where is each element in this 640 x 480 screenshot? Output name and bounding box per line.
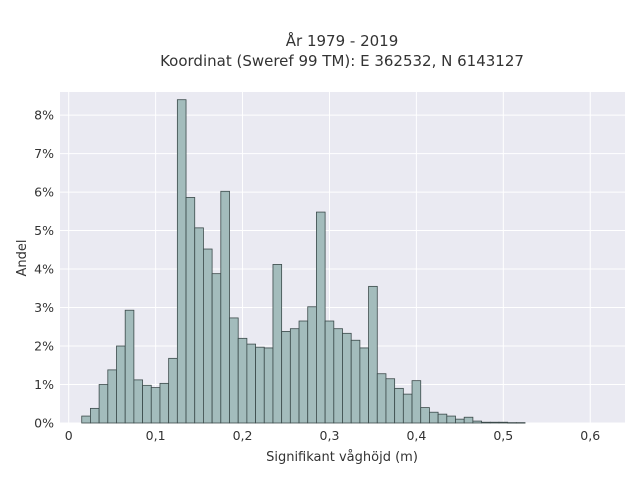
histogram-bar <box>350 339 361 424</box>
histogram-bar <box>185 197 196 424</box>
histogram-bar <box>237 337 248 424</box>
histogram-bar <box>376 373 387 424</box>
histogram-bar <box>142 384 152 424</box>
x-tick-label: 0,2 <box>233 428 253 443</box>
x-tick-label: 0,4 <box>406 428 426 443</box>
histogram-bar <box>246 343 256 424</box>
chart-subtitle: Koordinat (Sweref 99 TM): E 362532, N 61… <box>160 52 524 70</box>
histogram-bar <box>437 413 448 424</box>
histogram-bar <box>263 347 274 424</box>
y-tick-label: 8% <box>34 108 54 123</box>
histogram-bar <box>402 393 413 424</box>
histogram-bar <box>446 415 456 424</box>
histogram-bar <box>203 248 213 424</box>
histogram-bar <box>481 421 491 424</box>
histogram-bar <box>333 328 343 424</box>
histogram-bar <box>411 380 422 424</box>
histogram-bar <box>298 320 309 424</box>
histogram-bar <box>281 330 291 424</box>
histogram-bar <box>316 211 326 424</box>
histogram-bar <box>368 285 378 424</box>
x-tick-label: 0,1 <box>146 428 166 443</box>
histogram-bar <box>324 320 335 424</box>
histogram-bar <box>342 332 352 424</box>
histogram-bar <box>498 421 509 424</box>
histogram-bar <box>90 407 100 424</box>
histogram-bar <box>220 190 230 424</box>
histogram-bar <box>307 306 317 424</box>
histogram-bar <box>159 382 170 424</box>
histogram-bar <box>168 357 178 424</box>
y-tick-label: 0% <box>34 416 54 431</box>
histogram-bar <box>133 379 143 424</box>
histogram-bar <box>194 227 204 424</box>
x-axis-label: Signifikant våghöjd (m) <box>266 450 418 465</box>
histogram-bar <box>124 309 135 424</box>
histogram-bar <box>489 421 500 424</box>
histogram-bar <box>255 346 265 424</box>
histogram-bar <box>394 387 404 424</box>
y-tick-label: 1% <box>34 377 54 392</box>
y-tick-label: 2% <box>34 339 54 354</box>
histogram-bar <box>289 328 300 424</box>
y-tick-label: 5% <box>34 223 54 238</box>
histogram-bar <box>81 415 91 424</box>
chart-title: År 1979 - 2019 <box>286 31 399 50</box>
histogram-bar <box>229 317 239 424</box>
y-tick-label: 7% <box>34 146 54 161</box>
tick-labels: 0 0,1 0,2 0,3 0,4 0,5 0,6 0% 1% 2% 3% 4% 5% 6% 7% 8% <box>34 108 600 443</box>
histogram-bar <box>515 422 526 424</box>
histogram-bar <box>420 407 430 424</box>
x-tick-label: 0,6 <box>580 428 600 443</box>
histogram-bar <box>507 422 517 424</box>
histogram-bar <box>429 411 439 424</box>
histogram-bar <box>107 369 117 424</box>
histogram-bar <box>385 378 396 424</box>
bars <box>81 99 526 424</box>
histogram-bar <box>472 420 482 424</box>
histogram-bar <box>150 387 161 424</box>
histogram-bar <box>272 264 283 424</box>
histogram-bar <box>116 345 126 424</box>
y-axis-label: Andel <box>15 240 30 277</box>
y-tick-label: 6% <box>34 185 54 200</box>
histogram-bar <box>455 418 465 424</box>
x-tick-label: 0,5 <box>493 428 513 443</box>
histogram-bar <box>463 416 474 424</box>
y-tick-label: 3% <box>34 300 54 315</box>
histogram-bar <box>98 384 109 424</box>
y-tick-label: 4% <box>34 262 54 277</box>
histogram-bar <box>211 273 222 424</box>
histogram-bar <box>176 99 187 424</box>
histogram-bar <box>359 347 369 424</box>
x-tick-label: 0 <box>65 428 73 443</box>
x-tick-label: 0,3 <box>320 428 340 443</box>
